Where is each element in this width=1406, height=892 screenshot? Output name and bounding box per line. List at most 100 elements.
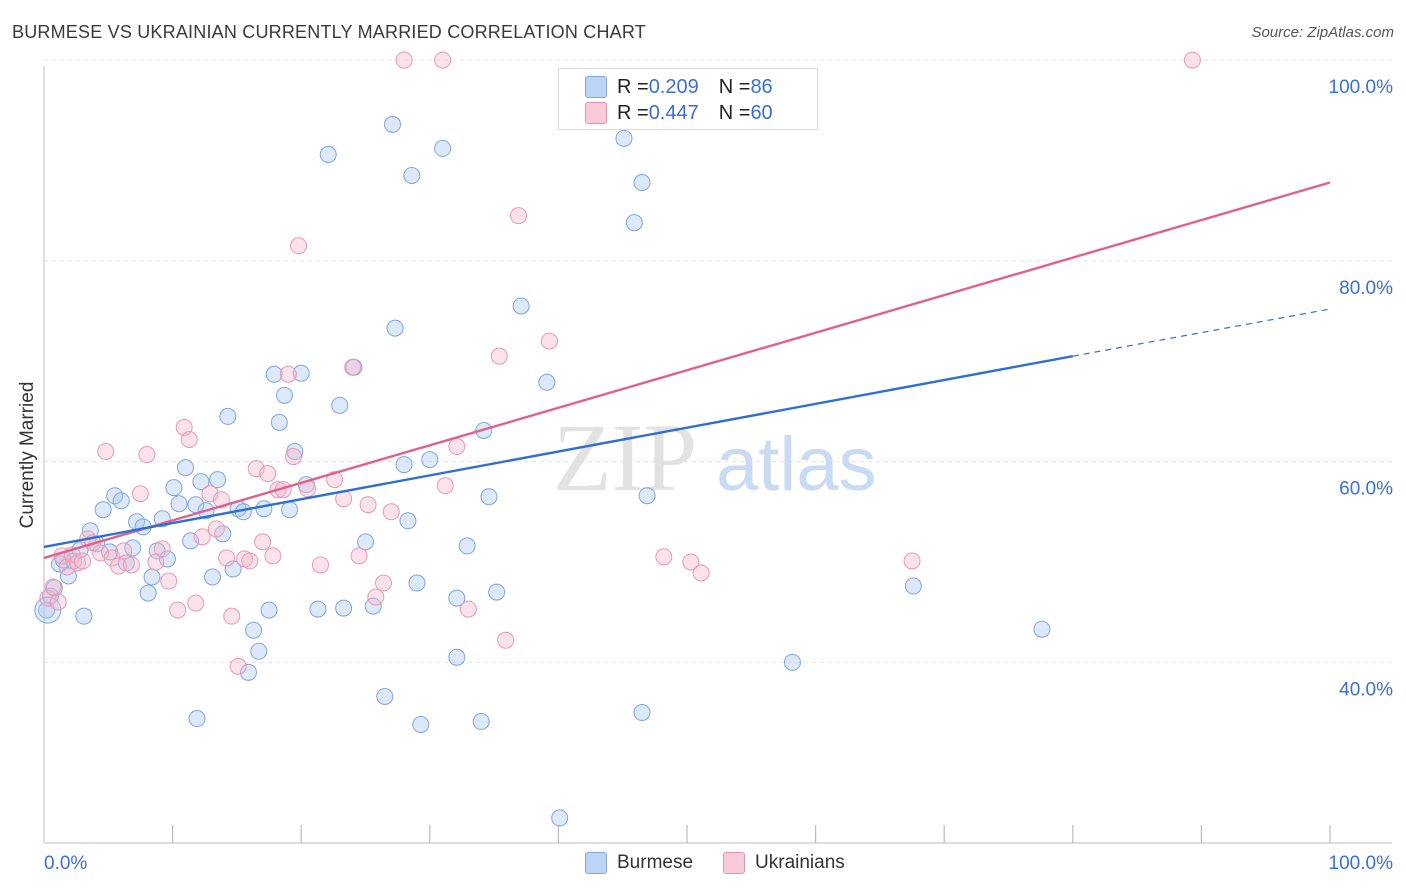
legend-row-burmese: R = 0.209 N = 86 — [585, 75, 773, 99]
ukrainians-point — [259, 465, 277, 483]
ukrainians-point — [367, 588, 385, 606]
legend-n-value: 60 — [750, 101, 773, 124]
ukrainians-point — [682, 553, 700, 571]
legend-r-value: 0.447 — [648, 101, 699, 124]
ukrainians-point — [375, 574, 393, 592]
burmese-point — [480, 488, 498, 506]
ukrainians-point — [153, 540, 171, 558]
burmese-point — [783, 653, 801, 671]
burmese-point — [94, 501, 112, 519]
chart-title: BURMESE VS UKRAINIAN CURRENTLY MARRIED C… — [12, 22, 646, 42]
burmese-point — [434, 139, 452, 157]
ukrainians-swatch — [585, 102, 607, 124]
ukrainians-point — [264, 547, 282, 565]
grid — [44, 59, 1392, 663]
legend-label-burmese: Burmese — [617, 852, 694, 873]
legend-item-ukrainians: Ukrainians — [723, 852, 845, 874]
burmese-point — [45, 579, 63, 597]
y-tick-label: 60.0% — [1339, 479, 1393, 500]
burmese-point — [255, 500, 273, 518]
watermark-zip: ZIP — [553, 404, 697, 511]
burmese-point — [421, 451, 439, 469]
ukrainians-point — [448, 438, 466, 456]
burmese-point — [209, 471, 227, 489]
burmese-point — [376, 687, 394, 705]
burmese-point — [904, 577, 922, 595]
burmese-point — [625, 214, 643, 232]
ukrainians-point — [160, 572, 178, 590]
burmese-point — [224, 560, 242, 578]
y-tick-label: 40.0% — [1339, 679, 1393, 700]
ukrainians-point — [459, 600, 477, 618]
ukrainians-point — [115, 542, 133, 560]
watermark-atlas: atlas — [716, 422, 877, 507]
ukrainians-point — [223, 607, 241, 625]
ukrainians-point — [207, 520, 225, 538]
ukrainians-points — [39, 51, 1201, 675]
burmese-point — [403, 167, 421, 185]
burmese-point — [112, 492, 130, 510]
ukrainians-point — [326, 471, 344, 489]
series-legend: Burmese Ukrainians — [585, 852, 875, 874]
burmese-point — [203, 568, 221, 586]
legend-n-label: N = — [718, 101, 751, 124]
ukrainians-point — [74, 552, 92, 570]
source-label: Source: ZipAtlas.com — [1251, 24, 1394, 41]
legend-row-ukrainians: R = 0.447 N = 60 — [585, 101, 773, 125]
burmese-point — [331, 396, 349, 414]
burmese-point — [1033, 620, 1051, 638]
x-tick-label: 0.0% — [44, 853, 87, 874]
legend-item-burmese: Burmese — [585, 852, 693, 874]
burmese-point — [59, 567, 77, 585]
burmese-point — [448, 648, 466, 666]
y-tick-label: 100.0% — [1329, 77, 1394, 98]
ukrainians-point — [44, 578, 62, 596]
ukrainians-point — [395, 51, 413, 69]
burmese-point — [170, 495, 188, 513]
burmese-point — [281, 501, 299, 519]
ukrainians-point — [436, 477, 454, 495]
ukrainians-point — [359, 496, 377, 514]
burmese-point — [488, 583, 506, 601]
burmese-point — [319, 145, 337, 163]
ukrainians-point — [490, 347, 508, 365]
burmese-point — [633, 174, 651, 192]
ukrainians-point — [350, 547, 368, 565]
burmese-point — [335, 599, 353, 617]
burmese-point — [219, 407, 237, 425]
ukrainians-point — [344, 358, 362, 376]
ukrainians-point — [279, 365, 297, 383]
burmese-point — [615, 129, 633, 147]
watermark: ZIP atlas — [553, 404, 877, 511]
burmese-point — [408, 574, 426, 592]
burmese-point — [250, 642, 268, 660]
ukrainians-point — [903, 552, 921, 570]
ukrainians-point — [138, 446, 156, 464]
ukrainians-point — [434, 51, 452, 69]
burmese-point — [538, 373, 556, 391]
ukrainians-point — [382, 503, 400, 521]
y-axis-label: Currently Married — [17, 382, 38, 529]
burmese-trend-extension — [1072, 308, 1331, 357]
ukrainians-point — [290, 237, 308, 255]
burmese-point — [292, 364, 310, 382]
stats-legend: R = 0.209 N = 86 R = 0.447 N = 60 — [558, 68, 818, 130]
burmese-points — [34, 115, 1051, 827]
burmese-point — [357, 533, 374, 551]
ukrainians-trend-line — [43, 181, 1331, 560]
ukrainians-point — [540, 332, 558, 350]
ukrainians-point — [254, 533, 272, 551]
ukrainians-point — [131, 485, 149, 503]
burmese-point — [395, 456, 413, 474]
burmese-point — [458, 537, 476, 555]
burmese-swatch — [585, 76, 607, 98]
ukrainians-point — [241, 552, 259, 570]
burmese-point — [260, 601, 278, 619]
ukrainians-point — [97, 443, 115, 461]
ukrainians-point — [169, 601, 187, 619]
ukrainians-point — [497, 631, 515, 649]
legend-r-label: R = — [617, 101, 649, 124]
legend-r-label: R = — [617, 75, 649, 98]
burmese-point — [386, 319, 404, 337]
